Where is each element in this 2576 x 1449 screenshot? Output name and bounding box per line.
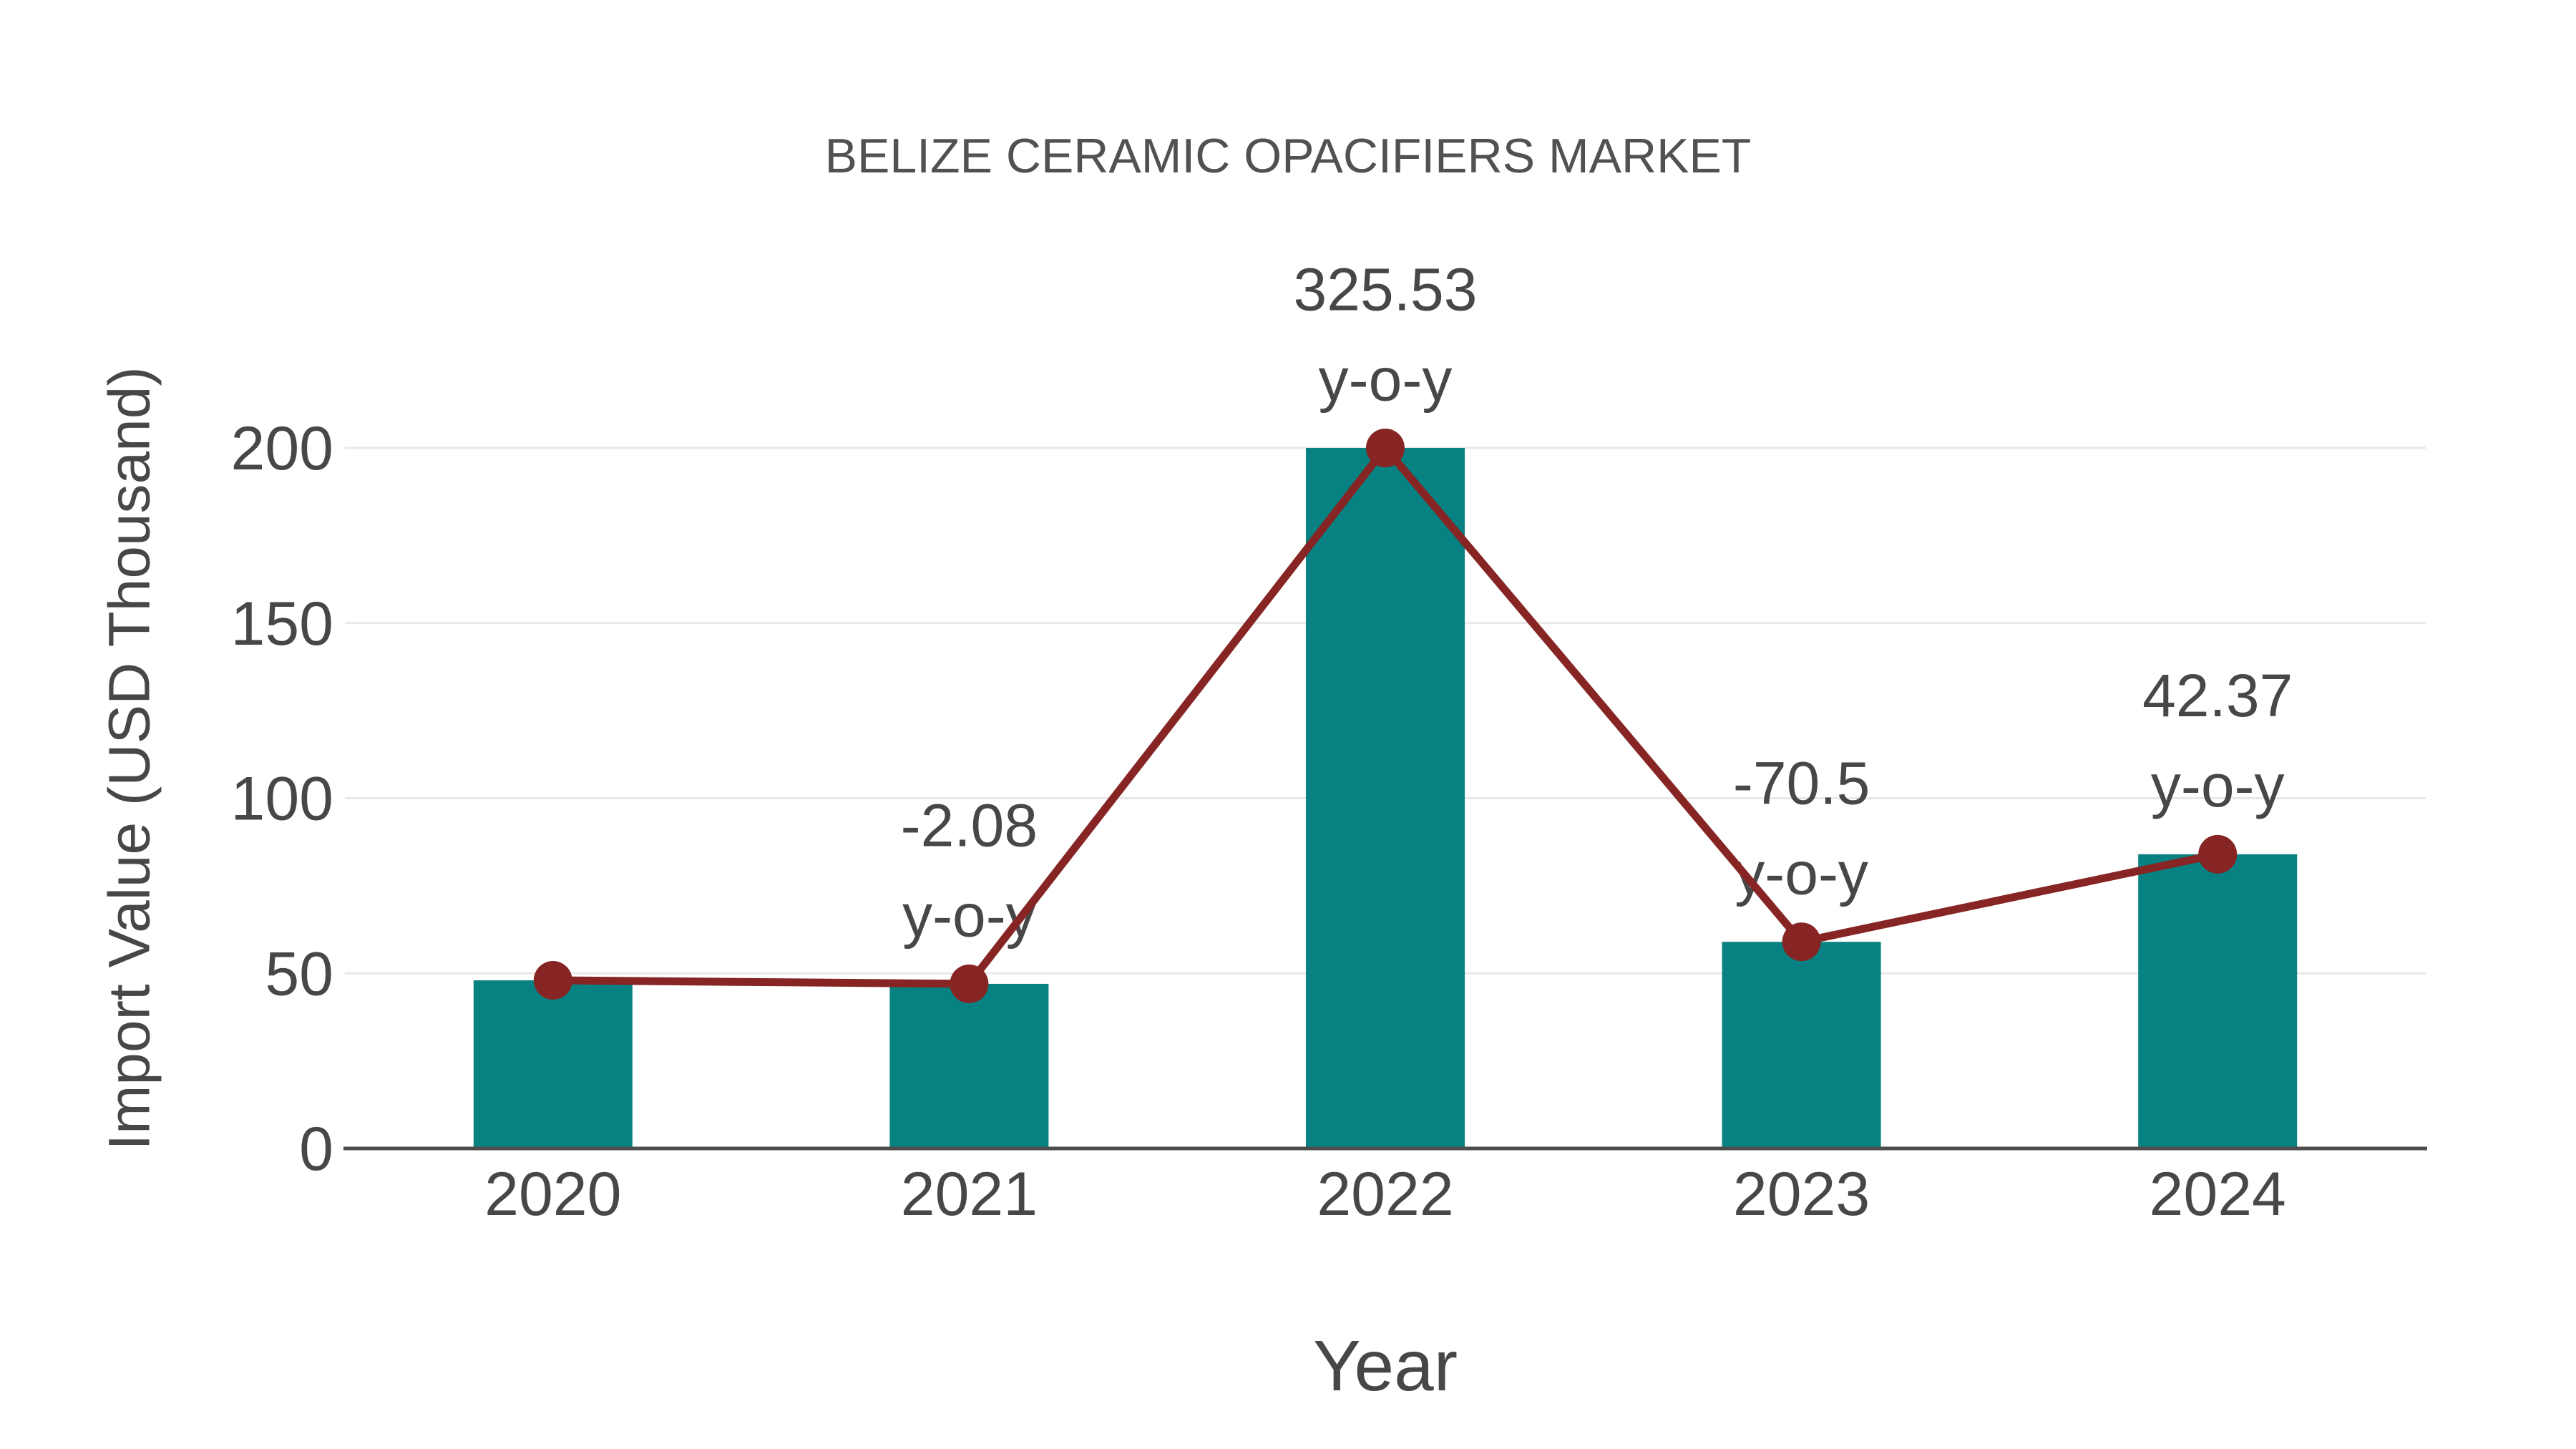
x-tick-label-2024: 2024 <box>2150 1160 2286 1229</box>
bar-2024 <box>2138 854 2298 1148</box>
x-tick-label-2023: 2023 <box>1733 1160 1870 1229</box>
line-marker-2024 <box>2198 834 2238 874</box>
annotation-value-2021: -2.08 <box>901 791 1038 859</box>
x-tick-label-2021: 2021 <box>901 1160 1038 1229</box>
line-series <box>533 429 2238 1003</box>
y-tick-label-0: 0 <box>299 1115 333 1184</box>
y-tick-label-50: 50 <box>265 940 333 1008</box>
chart-title: BELIZE CERAMIC OPACIFIERS MARKET <box>825 129 1752 183</box>
x-axis-tick-labels: 2020 2021 2022 2023 2024 <box>484 1160 2286 1229</box>
annotation-value-2022: 325.53 <box>1294 255 1478 323</box>
line-marker-2020 <box>533 961 572 1000</box>
annotation-value-2024: 42.37 <box>2142 662 2293 729</box>
y-axis-title: Import Value (USD Thousand) <box>97 366 162 1150</box>
y-tick-label-200: 200 <box>231 414 334 483</box>
annotation-value-2023: -70.5 <box>1733 750 1870 817</box>
annotation-suffix-2023: y-o-y <box>1735 840 1868 907</box>
annotation-suffix-2021: y-o-y <box>902 882 1036 949</box>
y-tick-label-100: 100 <box>231 765 334 834</box>
point-annotations: -2.08 y-o-y 325.53 y-o-y -70.5 y-o-y 42.37 y-o-… <box>901 255 2293 949</box>
bar-series <box>473 448 2298 1148</box>
line-marker-2021 <box>950 964 989 1003</box>
bar-2021 <box>889 983 1049 1148</box>
y-tick-label-150: 150 <box>231 590 334 658</box>
bar-2022 <box>1306 448 1465 1148</box>
annotation-suffix-2022: y-o-y <box>1319 346 1453 413</box>
bar-2020 <box>473 980 633 1148</box>
y-axis-tick-labels: 0 50 100 150 200 <box>231 414 334 1184</box>
x-axis-title: Year <box>1313 1326 1458 1406</box>
line-marker-2022 <box>1366 429 1405 467</box>
bar-2023 <box>1722 942 1881 1148</box>
line-marker-2023 <box>1782 922 1821 962</box>
annotation-suffix-2024: y-o-y <box>2151 752 2285 819</box>
x-tick-label-2020: 2020 <box>484 1160 621 1229</box>
x-tick-label-2022: 2022 <box>1317 1160 1453 1229</box>
